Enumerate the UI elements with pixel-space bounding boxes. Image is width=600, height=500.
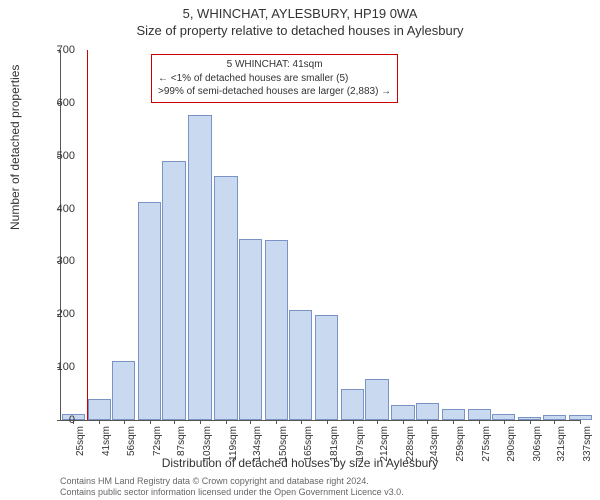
y-axis-label: Number of detached properties xyxy=(8,65,22,230)
annotation-line1: 5 WHINCHAT: 41sqm xyxy=(158,58,391,72)
bar xyxy=(162,161,185,420)
title-sub: Size of property relative to detached ho… xyxy=(0,21,600,38)
ytick-label: 300 xyxy=(57,255,75,267)
xtick-mark xyxy=(99,420,100,424)
bar xyxy=(265,240,288,420)
xtick-mark xyxy=(250,420,251,424)
ytick-label: 0 xyxy=(69,414,75,426)
bar xyxy=(468,409,491,420)
annotation-box: 5 WHINCHAT: 41sqm← <1% of detached house… xyxy=(151,54,398,103)
chart-container: 5, WHINCHAT, AYLESBURY, HP19 0WA Size of… xyxy=(0,0,600,500)
xtick-mark xyxy=(377,420,378,424)
xtick-mark xyxy=(580,420,581,424)
ytick-label: 100 xyxy=(57,361,75,373)
xtick-mark xyxy=(200,420,201,424)
bar xyxy=(188,115,211,421)
annotation-line3: >99% of semi-detached houses are larger … xyxy=(158,85,391,99)
ytick-mark xyxy=(57,420,61,421)
bar xyxy=(391,405,414,420)
annotation-line2: ← <1% of detached houses are smaller (5) xyxy=(158,72,391,86)
bar xyxy=(88,399,111,420)
bar xyxy=(289,310,312,420)
xtick-mark xyxy=(276,420,277,424)
title-main: 5, WHINCHAT, AYLESBURY, HP19 0WA xyxy=(0,0,600,21)
ytick-label: 700 xyxy=(57,44,75,56)
x-axis-label: Distribution of detached houses by size … xyxy=(0,456,600,470)
xtick-mark xyxy=(226,420,227,424)
footer-text: Contains HM Land Registry data © Crown c… xyxy=(60,476,404,499)
bar xyxy=(442,409,465,420)
bar xyxy=(112,361,135,420)
ytick-label: 600 xyxy=(57,97,75,109)
xtick-mark xyxy=(174,420,175,424)
xtick-mark xyxy=(504,420,505,424)
xtick-mark xyxy=(403,420,404,424)
xtick-mark xyxy=(453,420,454,424)
bar xyxy=(214,176,237,420)
xtick-mark xyxy=(554,420,555,424)
ytick-label: 200 xyxy=(57,308,75,320)
xtick-mark xyxy=(150,420,151,424)
xtick-mark xyxy=(301,420,302,424)
bar xyxy=(365,379,388,420)
ytick-label: 500 xyxy=(57,150,75,162)
xtick-mark xyxy=(327,420,328,424)
xtick-mark xyxy=(427,420,428,424)
footer-line1: Contains HM Land Registry data © Crown c… xyxy=(60,476,404,487)
xtick-mark xyxy=(353,420,354,424)
marker-line xyxy=(87,50,88,420)
bar xyxy=(138,202,161,420)
ytick-label: 400 xyxy=(57,203,75,215)
xtick-mark xyxy=(124,420,125,424)
bar xyxy=(239,239,262,420)
plot-area: 25sqm41sqm56sqm72sqm87sqm103sqm119sqm134… xyxy=(60,50,581,421)
footer-line2: Contains public sector information licen… xyxy=(60,487,404,498)
xtick-mark xyxy=(479,420,480,424)
bar xyxy=(416,403,439,420)
bar xyxy=(341,389,364,420)
bar xyxy=(315,315,338,420)
xtick-mark xyxy=(530,420,531,424)
